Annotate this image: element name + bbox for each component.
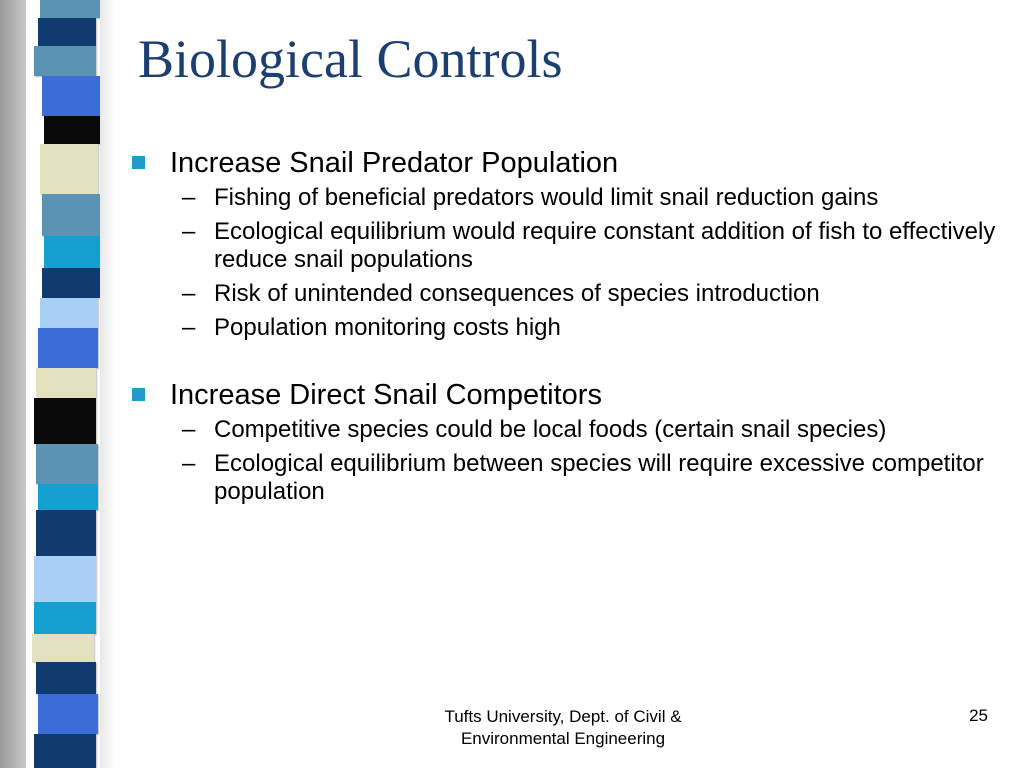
dash-icon: – <box>182 280 196 307</box>
sub-bullet-text: Ecological equilibrium would require con… <box>214 218 996 273</box>
stripe-block <box>38 484 98 510</box>
sub-bullet-list: – Competitive species could be local food… <box>130 416 1000 506</box>
dash-icon: – <box>182 218 196 245</box>
stripe-block <box>38 18 96 46</box>
dash-icon: – <box>182 416 196 443</box>
sub-bullet: – Ecological equilibrium between species … <box>130 450 1000 506</box>
stripe-block <box>36 510 96 556</box>
footer-line: Environmental Engineering <box>460 729 666 748</box>
stripe-block <box>36 444 98 484</box>
stripe-block <box>40 144 98 194</box>
decorative-stripe <box>0 0 116 768</box>
slide-footer: Tufts University, Dept. of Civil & Envir… <box>400 706 726 750</box>
sub-bullet-text: Risk of unintended consequences of speci… <box>214 280 820 307</box>
sub-bullet: – Population monitoring costs high <box>130 314 1000 342</box>
sub-bullet-list: – Fishing of beneficial predators would l… <box>130 184 1000 342</box>
bullet-text: Increase Snail Predator Population <box>170 147 619 179</box>
dash-icon: – <box>182 184 196 211</box>
stripe-block <box>42 76 100 116</box>
dash-icon: – <box>182 314 196 341</box>
page-number: 25 <box>969 706 988 725</box>
sub-bullet-text: Competitive species could be local foods… <box>214 416 887 443</box>
stripe-block <box>34 734 96 768</box>
stripe-block <box>34 602 96 634</box>
stripe-block <box>34 46 96 76</box>
bullet-text: Increase Direct Snail Competitors <box>170 379 602 411</box>
stripe-block <box>34 556 96 602</box>
stripe-block <box>42 194 100 236</box>
sub-bullet-text: Ecological equilibrium between species w… <box>214 450 984 505</box>
slide-title: Biological Controls <box>138 29 563 89</box>
stripe-block <box>36 368 96 398</box>
stripe-block <box>40 0 100 18</box>
stripe-block <box>42 268 100 298</box>
stripe-block <box>44 236 100 268</box>
stripe-shadow <box>0 0 26 768</box>
bullet-predator: Increase Snail Predator Population <box>130 146 1000 180</box>
stripe-block <box>34 398 96 444</box>
slide-content: Increase Snail Predator Population – Fish… <box>130 146 1000 512</box>
sub-bullet: – Fishing of beneficial predators would l… <box>130 184 1000 212</box>
stripe-block <box>36 662 96 694</box>
square-bullet-icon <box>132 156 145 169</box>
sub-bullet-text: Population monitoring costs high <box>214 314 561 341</box>
stripe-block <box>38 328 98 368</box>
stripe-fade <box>100 0 116 768</box>
square-bullet-icon <box>132 388 145 401</box>
spacer <box>130 348 1000 378</box>
sub-bullet: – Competitive species could be local food… <box>130 416 1000 444</box>
stripe-block <box>40 298 98 328</box>
stripe-block <box>38 694 98 734</box>
dash-icon: – <box>182 450 196 477</box>
sub-bullet: – Risk of unintended consequences of spec… <box>130 280 1000 308</box>
stripe-block <box>44 116 100 144</box>
sub-bullet: – Ecological equilibrium would require co… <box>130 218 1000 274</box>
footer-line: Tufts University, Dept. of Civil & <box>444 707 682 726</box>
sub-bullet-text: Fishing of beneficial predators would li… <box>214 184 879 211</box>
bullet-competitors: Increase Direct Snail Competitors <box>130 378 1000 412</box>
stripe-block <box>32 634 94 662</box>
